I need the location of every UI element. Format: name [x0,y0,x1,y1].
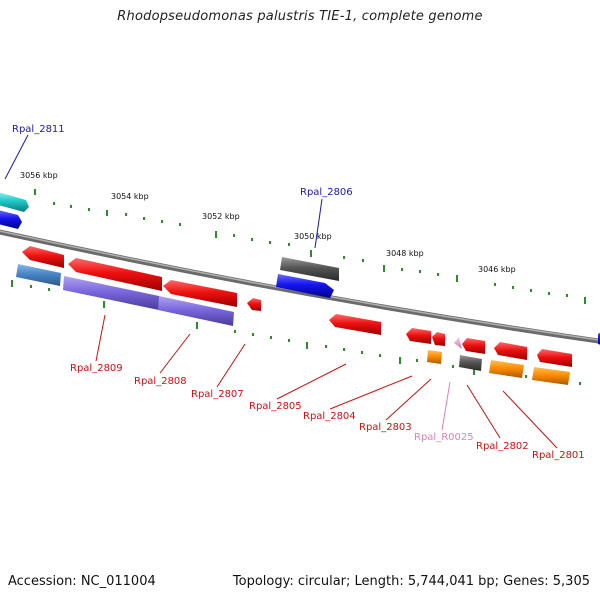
gene-label-rpal-2804[interactable]: Rpal_2804 [303,411,356,422]
leader-line-rpal-2811 [4,134,29,180]
gene-label-rpal-2802[interactable]: Rpal_2802 [476,441,529,452]
gene-arrow-rpal-2806[interactable] [276,274,334,298]
gene-label-rpal-r0025[interactable]: Rpal_R0025 [414,432,474,443]
gene-arrow-rpal-2802[interactable] [494,342,527,360]
gene-label-rpal-2806[interactable]: Rpal_2806 [300,187,353,198]
map-title: Rhodopseudomonas palustris TIE-1, comple… [117,9,483,24]
gene-arrow-rpal-2802-grey[interactable] [459,355,482,371]
gene-arrow-rpal-2804b[interactable] [432,332,445,346]
gene-label-rpal-2803[interactable]: Rpal_2803 [359,422,412,433]
gene-label-rpal-2811[interactable]: Rpal_2811 [12,124,65,135]
gene-arrow-small-red[interactable] [247,298,261,311]
reverse-strand-features[interactable] [16,246,600,385]
topology-text: Topology: circular; Length: 5,744,041 bp… [232,574,590,589]
gene-arrow-rpal-2805[interactable] [329,314,381,335]
forward-strand-features[interactable] [0,192,339,298]
leader-line-rpal-2805 [276,363,347,400]
gene-arrow-rpal-2801-orange[interactable] [532,367,570,385]
gene-arrow-rpal-2807[interactable] [163,280,237,307]
leader-line-rpal-2803 [385,378,432,421]
tick-label-3056: 3056 kbp [20,171,58,180]
gene-arrow-rpal-2808-purple[interactable] [63,276,159,310]
leader-line-rpal-r0025 [441,381,451,431]
gene-arrow-rpal-2803[interactable] [462,338,485,354]
rna-arrow-rpal-r0025[interactable] [454,337,462,349]
tick-label-3046: 3046 kbp [478,265,516,274]
gene-arrow-rpal-2806-grey[interactable] [280,257,339,281]
gene-label-rpal-2807[interactable]: Rpal_2807 [191,389,244,400]
leader-line-rpal-2806 [314,198,323,249]
leader-line-rpal-2808 [159,333,191,374]
leader-line-rpal-2802 [466,384,501,439]
tick-label-3048: 3048 kbp [386,249,424,258]
gene-label-rpal-2809[interactable]: Rpal_2809 [70,363,123,374]
gene-label-rpal-2808[interactable]: Rpal_2808 [134,376,187,387]
gene-arrow-rpal-2809-steel[interactable] [16,264,61,286]
gene-arrow-rpal-2803-orange[interactable] [427,350,442,364]
gene-arrow-rpal-2809[interactable] [22,246,64,268]
accession-text: Accession: NC_011004 [8,574,156,589]
leader-line-rpal-2807 [216,343,246,388]
leader-line-rpal-2801 [502,390,558,449]
genome-backbone [0,229,600,344]
tick-label-3050: 3050 kbp [294,232,332,241]
gene-label-rpal-2805[interactable]: Rpal_2805 [249,401,302,412]
leader-line-rpal-2804 [329,375,413,410]
tick-label-3054: 3054 kbp [111,192,149,201]
gene-arrow-rpal-2804[interactable] [406,328,431,344]
gene-arrow-rpal-2811-cyan[interactable] [0,192,29,212]
outer-tick-ring [34,189,586,304]
gene-arrow-rpal-2807-purple[interactable] [158,296,234,326]
gene-arrow-rpal-2802-orange[interactable] [489,360,524,378]
gene-arrow-rpal-2808[interactable] [68,258,162,291]
gene-arrow-rpal-2801[interactable] [537,349,572,367]
gene-label-rpal-2801[interactable]: Rpal_2801 [532,450,585,461]
gene-arrow-rpal-2811[interactable] [0,210,22,229]
leader-line-rpal-2809 [95,314,106,362]
leader-lines [4,134,558,449]
tick-label-3052: 3052 kbp [202,212,240,221]
